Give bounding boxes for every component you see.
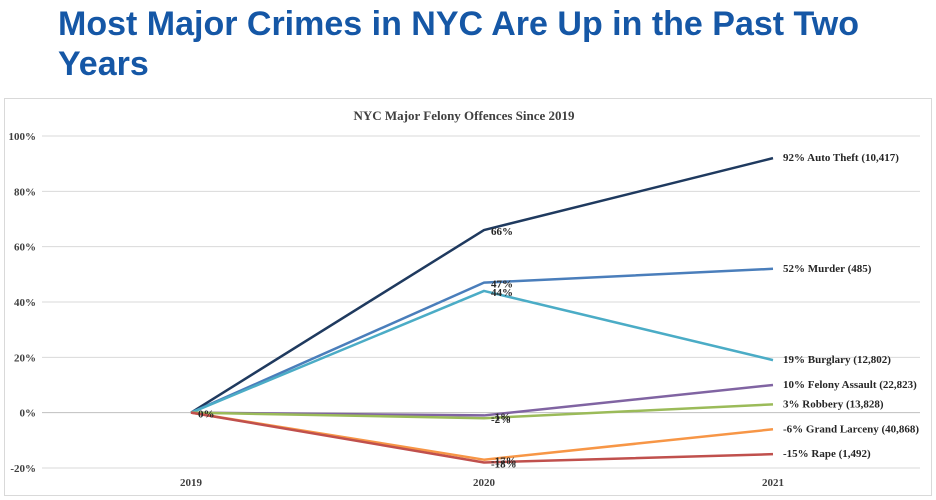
series-end-label: 52% Murder (485) — [783, 263, 872, 275]
y-tick-label: 40% — [14, 297, 36, 309]
series-end-label: 92% Auto Theft (10,417) — [783, 152, 899, 164]
data-label: -2% — [491, 414, 511, 426]
series-line — [190, 411, 774, 464]
series-end-label: -6% Grand Larceny (40,868) — [783, 423, 919, 435]
chart-title: NYC Major Felony Offences Since 2019 — [353, 108, 575, 123]
y-tick-label: 60% — [14, 242, 36, 254]
x-tick-label: 2020 — [473, 477, 496, 489]
gridlines — [42, 135, 920, 469]
series-line — [190, 403, 774, 420]
data-label: 47% — [491, 279, 513, 291]
data-label: 66% — [491, 226, 513, 238]
headline: Most Major Crimes in NYC Are Up in the P… — [58, 5, 859, 83]
x-tick-label: 2019 — [180, 477, 203, 489]
y-axis-ticks: 100% 80% 60% 40% 20% 0% -20% — [9, 131, 37, 475]
x-axis-ticks: 2019 2020 2021 — [180, 477, 784, 489]
point-labels: 66% 47%44% 0% -1%-2% -17%-18% — [198, 226, 517, 470]
data-label: 44% — [491, 287, 513, 299]
series-end-label: 19% Burglary (12,802) — [783, 354, 891, 366]
series-lines — [190, 156, 774, 464]
data-label: -1% — [491, 411, 511, 423]
chart-panel — [4, 98, 932, 496]
series-line — [190, 289, 774, 414]
x-tick-label: 2021 — [762, 477, 784, 489]
data-label: -18% — [491, 458, 517, 470]
y-tick-label: 80% — [14, 186, 36, 198]
data-label: -17% — [491, 456, 517, 468]
series-line — [190, 267, 774, 414]
series-line — [190, 411, 774, 461]
y-tick-label: -20% — [10, 463, 36, 475]
series-line — [190, 383, 774, 417]
end-labels: 92% Auto Theft (10,417) 52% Murder (485) 1… — [783, 152, 919, 460]
series-end-label: -15% Rape (1,492) — [783, 448, 871, 460]
y-tick-label: 100% — [9, 131, 37, 143]
series-end-label: 10% Felony Assault (22,823) — [783, 379, 917, 391]
data-label: 0% — [198, 409, 215, 421]
y-tick-label: 20% — [14, 352, 36, 364]
series-line — [190, 156, 774, 414]
series-end-label: 3% Robbery (13,828) — [783, 398, 884, 410]
y-tick-label: 0% — [20, 408, 37, 420]
